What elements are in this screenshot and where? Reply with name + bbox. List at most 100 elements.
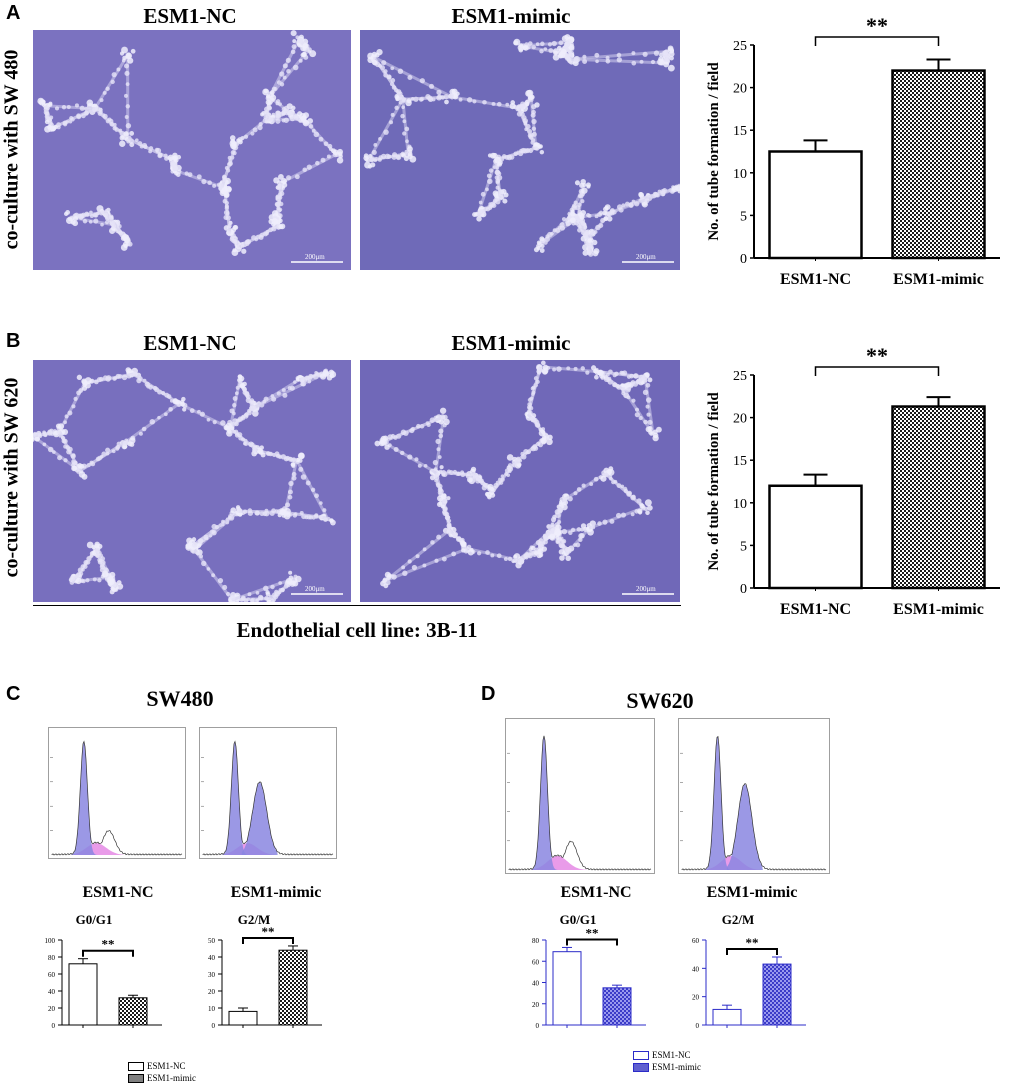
cell <box>605 58 611 64</box>
x-tick-label: ESM1-mimic <box>893 271 984 288</box>
cell <box>405 139 409 144</box>
cell-cluster <box>120 244 128 251</box>
cell <box>118 230 123 236</box>
cell <box>125 104 131 109</box>
cell <box>650 59 656 65</box>
significance-bracket <box>814 366 940 376</box>
cell-cluster <box>380 439 387 446</box>
cell <box>437 455 442 459</box>
cell <box>233 238 238 244</box>
cell <box>574 217 581 223</box>
cell <box>435 482 441 488</box>
cell <box>558 40 564 46</box>
cell <box>47 446 54 453</box>
cell <box>595 224 601 231</box>
cell-cluster <box>608 466 614 472</box>
cell <box>232 396 238 401</box>
cell <box>121 374 128 381</box>
cell <box>628 202 634 208</box>
legend-swatch-hatch <box>633 1062 649 1072</box>
cell <box>430 540 435 545</box>
cell <box>435 472 440 477</box>
cell <box>573 543 577 547</box>
cell <box>220 420 226 426</box>
cell-cluster <box>451 88 458 95</box>
cell <box>71 404 76 409</box>
cell <box>306 164 312 170</box>
cell <box>529 396 534 401</box>
cell-cluster <box>326 374 333 381</box>
cell <box>228 161 233 167</box>
footer-divider <box>33 605 681 606</box>
cell <box>61 105 67 110</box>
cell-cluster <box>297 452 305 460</box>
cell-cluster <box>538 429 546 437</box>
cell-cluster <box>494 156 501 164</box>
cell <box>615 512 622 519</box>
micrograph-a-mimic: 200μm <box>360 30 680 270</box>
cell <box>118 128 123 133</box>
cell <box>42 430 46 435</box>
cell-cluster <box>309 50 317 58</box>
cell <box>401 105 405 110</box>
cell-cluster <box>57 423 65 430</box>
cell <box>573 491 578 496</box>
cell <box>515 106 520 112</box>
cell <box>616 204 623 210</box>
cell <box>187 172 193 178</box>
cell <box>232 411 236 416</box>
cell-cluster <box>76 374 83 380</box>
cell <box>277 195 283 200</box>
cell <box>56 430 61 434</box>
cell <box>653 192 659 198</box>
cell <box>438 428 444 434</box>
cell <box>326 154 331 159</box>
cell-cluster <box>639 503 645 509</box>
cell-cluster <box>407 151 413 157</box>
cell <box>206 417 211 422</box>
cell <box>287 456 293 462</box>
cell <box>570 527 576 533</box>
cell-cluster <box>517 44 525 52</box>
micrograph-b-mimic: 200μm <box>360 360 680 602</box>
cell <box>585 370 590 375</box>
bar-esm1-mimic <box>118 997 148 1026</box>
cell-cluster <box>125 52 133 60</box>
cell-cluster <box>503 192 509 198</box>
cell-cluster <box>552 48 559 55</box>
cell <box>397 68 404 74</box>
chart-title: G0/G1 <box>560 912 597 927</box>
y-tick-label: 20 <box>532 1001 540 1009</box>
cell-cluster <box>542 364 549 371</box>
cell <box>98 558 103 563</box>
cell <box>271 396 277 402</box>
cell <box>104 208 109 213</box>
y-tick-label: 80 <box>48 954 56 962</box>
cell-cluster <box>638 191 643 197</box>
section-title-sw620: SW620 <box>626 688 694 713</box>
cell-cluster <box>383 583 389 589</box>
cell <box>638 415 643 421</box>
cell <box>613 479 618 484</box>
cell <box>282 75 287 80</box>
cell <box>401 565 406 570</box>
cell <box>83 559 89 566</box>
cell <box>593 230 598 234</box>
cell <box>631 199 636 204</box>
cell <box>92 106 98 113</box>
histogram-g0g1-peak <box>69 741 98 855</box>
cell <box>531 118 537 125</box>
cell-cluster <box>337 151 343 157</box>
cell <box>441 556 447 562</box>
cell <box>104 220 110 225</box>
cell <box>616 57 623 63</box>
cell <box>427 96 434 103</box>
cell <box>84 110 90 116</box>
cell <box>112 376 117 381</box>
cell <box>164 156 169 161</box>
cell <box>105 86 110 91</box>
cell-cluster <box>669 55 674 61</box>
y-tick-label: 40 <box>532 980 540 988</box>
cell <box>578 537 583 542</box>
cell <box>323 517 328 522</box>
